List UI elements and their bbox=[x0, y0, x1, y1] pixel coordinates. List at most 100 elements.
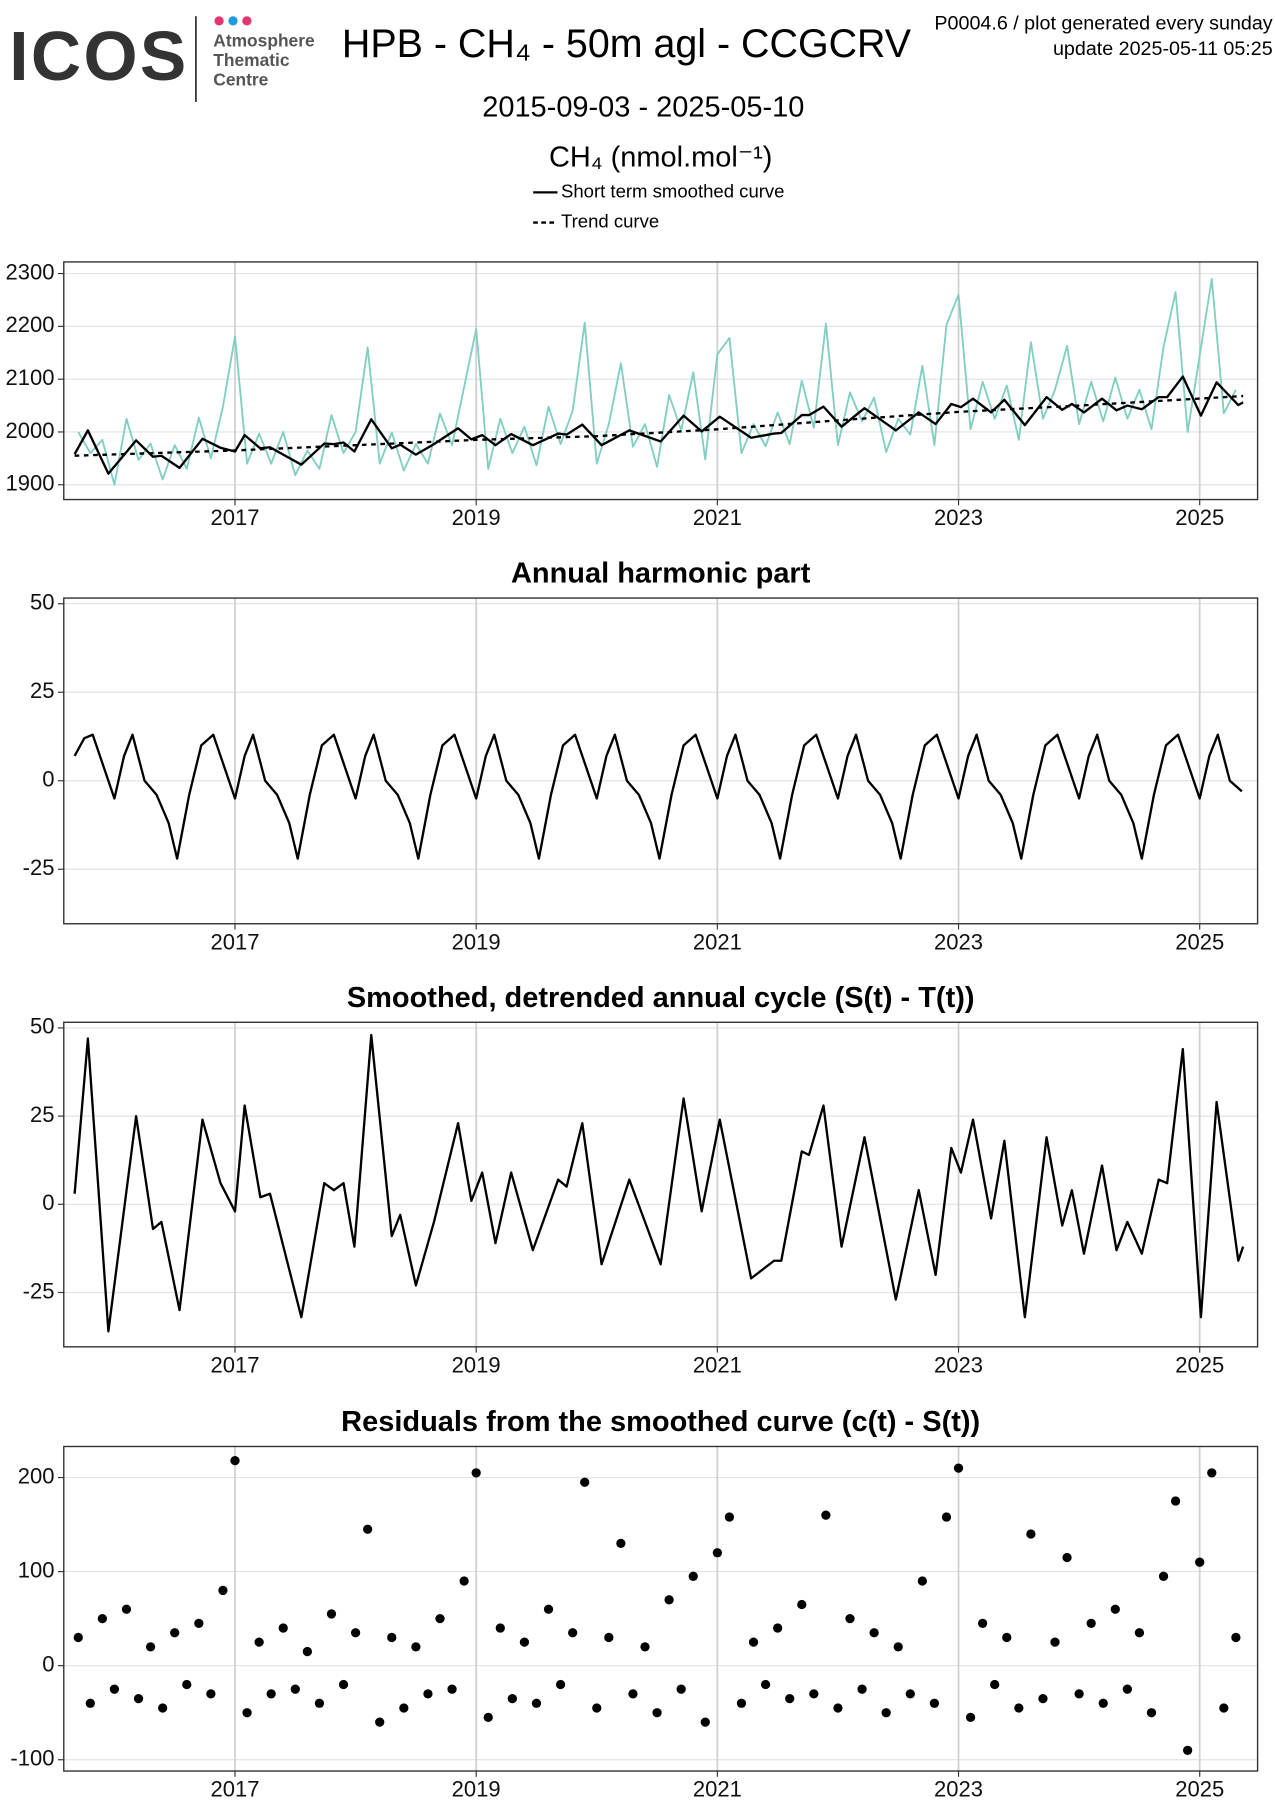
point bbox=[1014, 1703, 1024, 1713]
y-tick-label: -25 bbox=[23, 855, 55, 880]
point bbox=[990, 1679, 1000, 1690]
plot-frame bbox=[63, 1021, 1259, 1348]
y-tick-label: 2300 bbox=[6, 259, 55, 284]
point bbox=[773, 1623, 783, 1633]
point bbox=[85, 1698, 95, 1708]
point bbox=[724, 1512, 735, 1522]
point bbox=[483, 1712, 493, 1723]
x-tick-label: 2025 bbox=[1175, 505, 1224, 530]
point bbox=[314, 1698, 325, 1708]
point bbox=[182, 1679, 192, 1690]
point bbox=[133, 1693, 144, 1704]
point bbox=[519, 1637, 530, 1647]
point bbox=[1062, 1552, 1072, 1563]
x-tick-label: 2017 bbox=[211, 505, 260, 530]
point bbox=[170, 1628, 180, 1638]
update: update 2025-05-11 05:25 bbox=[1053, 38, 1273, 60]
point bbox=[1050, 1637, 1060, 1647]
series-line bbox=[77, 277, 1237, 486]
point bbox=[145, 1642, 156, 1652]
y-tick-label: 2100 bbox=[6, 365, 55, 390]
point bbox=[1134, 1628, 1145, 1638]
point bbox=[266, 1689, 276, 1699]
plot-frame bbox=[63, 597, 1259, 925]
point bbox=[471, 1468, 481, 1478]
x-tick-label: 2021 bbox=[693, 1777, 742, 1800]
point bbox=[905, 1689, 915, 1699]
point bbox=[833, 1703, 843, 1713]
point bbox=[869, 1628, 879, 1638]
point bbox=[1231, 1632, 1241, 1643]
x-tick-label: 2017 bbox=[211, 1352, 260, 1377]
point bbox=[881, 1708, 891, 1718]
point bbox=[350, 1628, 361, 1638]
point bbox=[1086, 1618, 1096, 1628]
point bbox=[73, 1632, 83, 1643]
x-tick-label: 2023 bbox=[934, 929, 983, 954]
point bbox=[435, 1613, 445, 1624]
point bbox=[543, 1604, 554, 1614]
panel-title: Residuals from the smoothed curve (c(t) … bbox=[341, 1406, 980, 1438]
point bbox=[929, 1698, 940, 1708]
logo-dot bbox=[242, 16, 252, 26]
point bbox=[194, 1618, 204, 1628]
point bbox=[592, 1703, 602, 1713]
point bbox=[507, 1693, 517, 1704]
point bbox=[1098, 1698, 1108, 1708]
point bbox=[1195, 1557, 1205, 1567]
x-tick-label: 2021 bbox=[693, 505, 742, 530]
point bbox=[1038, 1693, 1048, 1704]
y-tick-label: 2000 bbox=[6, 418, 55, 443]
x-tick-label: 2019 bbox=[452, 1777, 501, 1800]
point bbox=[616, 1538, 626, 1549]
y-axis-unit: CH₄ (nmol.mol⁻¹) bbox=[549, 141, 772, 173]
x-tick-label: 2021 bbox=[693, 1352, 742, 1377]
point bbox=[387, 1632, 397, 1643]
series-line bbox=[73, 1033, 1245, 1333]
note: P0004.6 / plot generated every sunday bbox=[934, 13, 1272, 35]
point bbox=[821, 1510, 831, 1520]
logo-dot bbox=[228, 16, 238, 26]
point bbox=[97, 1613, 107, 1624]
x-tick-label: 2023 bbox=[934, 1352, 983, 1377]
x-tick-label: 2019 bbox=[452, 505, 501, 530]
point bbox=[290, 1684, 300, 1694]
x-tick-label: 2019 bbox=[452, 1352, 501, 1377]
point bbox=[1170, 1496, 1181, 1506]
point bbox=[1110, 1604, 1120, 1614]
y-tick-label: 200 bbox=[18, 1463, 55, 1488]
x-tick-label: 2019 bbox=[452, 929, 501, 954]
series-line bbox=[73, 733, 1243, 860]
logo-line: Centre bbox=[213, 70, 268, 90]
point bbox=[809, 1689, 819, 1699]
point bbox=[1158, 1571, 1169, 1581]
point bbox=[965, 1712, 976, 1723]
point bbox=[797, 1599, 807, 1610]
plot-frame bbox=[63, 1445, 1259, 1772]
point bbox=[676, 1684, 686, 1694]
point bbox=[760, 1679, 771, 1690]
point bbox=[447, 1684, 457, 1694]
x-tick-label: 2025 bbox=[1175, 929, 1224, 954]
logo: ICOS bbox=[9, 17, 188, 95]
point bbox=[640, 1642, 650, 1652]
point bbox=[978, 1618, 988, 1628]
point bbox=[688, 1571, 698, 1581]
point bbox=[254, 1637, 264, 1647]
title: HPB - CH₄ - 50m agl - CCGCRV bbox=[342, 22, 912, 66]
x-tick-label: 2025 bbox=[1175, 1352, 1224, 1377]
series-line bbox=[74, 394, 1244, 457]
point bbox=[242, 1708, 252, 1718]
point bbox=[531, 1698, 542, 1708]
y-tick-label: 0 bbox=[42, 1651, 54, 1676]
point bbox=[158, 1703, 168, 1713]
point bbox=[1146, 1708, 1157, 1718]
y-tick-label: 25 bbox=[30, 1102, 54, 1127]
x-tick-label: 2017 bbox=[211, 929, 260, 954]
point bbox=[1183, 1745, 1193, 1755]
point bbox=[700, 1717, 710, 1727]
point bbox=[302, 1646, 312, 1657]
x-tick-label: 2021 bbox=[693, 929, 742, 954]
y-tick-label: 25 bbox=[30, 678, 54, 703]
point bbox=[748, 1637, 759, 1647]
